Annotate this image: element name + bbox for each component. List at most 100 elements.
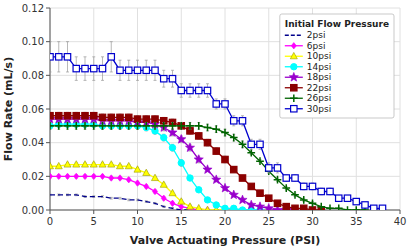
- point-marker: [117, 175, 122, 181]
- point-marker: [169, 122, 177, 130]
- point-marker: [231, 118, 237, 124]
- point-marker: [99, 122, 107, 130]
- point-marker: [160, 122, 168, 130]
- point-marker: [50, 122, 54, 130]
- point-marker: [239, 118, 245, 124]
- point-marker: [134, 67, 140, 73]
- point-marker: [187, 87, 193, 93]
- point-marker: [178, 123, 184, 129]
- point-marker: [212, 175, 221, 184]
- tick-mark: [46, 109, 50, 110]
- point-marker: [353, 198, 359, 204]
- tick-label: 5: [91, 216, 97, 227]
- point-marker: [91, 173, 96, 179]
- tick-mark: [137, 210, 138, 214]
- point-marker: [143, 169, 150, 175]
- tick-mark: [93, 210, 94, 214]
- legend-swatch: [285, 106, 303, 112]
- point-marker: [248, 183, 254, 189]
- point-marker: [186, 203, 193, 209]
- point-marker: [195, 204, 202, 210]
- tick-label: 0.02: [22, 171, 44, 182]
- point-marker: [231, 205, 237, 210]
- series-line: [50, 119, 295, 210]
- tick-label: 0.04: [22, 137, 44, 148]
- point-marker: [108, 161, 115, 167]
- tick-mark: [268, 210, 269, 214]
- point-marker: [82, 173, 87, 179]
- plot-background: [50, 8, 400, 210]
- point-marker: [290, 205, 299, 210]
- point-marker: [74, 173, 79, 179]
- tick-mark: [400, 210, 401, 214]
- legend-swatch-marker: [291, 106, 297, 112]
- point-marker: [204, 87, 210, 93]
- point-marker: [300, 196, 308, 204]
- point-marker: [161, 76, 167, 82]
- tick-label: 25: [262, 216, 275, 227]
- grid-line: [225, 8, 226, 210]
- chart: 0.000.020.040.060.080.100.12051015202530…: [0, 0, 409, 250]
- point-marker: [274, 165, 280, 171]
- point-marker: [213, 202, 219, 208]
- point-marker: [212, 125, 220, 133]
- series-line: [50, 176, 208, 210]
- point-marker: [282, 184, 290, 192]
- point-marker: [292, 175, 298, 181]
- point-marker: [309, 207, 315, 210]
- point-marker: [134, 122, 142, 130]
- series: [50, 161, 229, 210]
- y-axis-label: Flow Rate (mL/s): [2, 57, 15, 161]
- tick-label: 20: [219, 216, 232, 227]
- point-marker: [247, 149, 255, 157]
- point-marker: [230, 134, 238, 142]
- point-marker: [344, 195, 350, 201]
- tick-mark: [46, 8, 50, 9]
- point-marker: [91, 113, 97, 119]
- point-marker: [116, 162, 123, 168]
- error-bar: [119, 197, 122, 199]
- point-marker: [222, 101, 228, 107]
- tick-mark: [50, 210, 51, 214]
- point-marker: [91, 65, 97, 71]
- point-marker: [82, 113, 88, 119]
- point-marker: [126, 67, 132, 73]
- series: [50, 122, 369, 210]
- point-marker: [177, 135, 186, 144]
- legend-swatch-marker: [289, 72, 298, 81]
- point-marker: [266, 195, 272, 201]
- point-marker: [266, 165, 272, 171]
- point-marker: [194, 155, 203, 164]
- tick-label: 0.10: [22, 36, 44, 47]
- series-line: [50, 126, 365, 210]
- point-marker: [177, 122, 185, 130]
- grid-line: [268, 8, 269, 210]
- series: [50, 114, 300, 210]
- point-marker: [362, 202, 368, 208]
- point-marker: [109, 175, 114, 181]
- tick-mark: [46, 176, 50, 177]
- point-marker: [222, 205, 228, 210]
- point-marker: [50, 113, 53, 119]
- point-marker: [248, 141, 254, 147]
- point-marker: [301, 183, 307, 189]
- legend-label: 18psi: [307, 72, 331, 82]
- series-line: [50, 195, 190, 210]
- tick-label: 0.08: [22, 70, 44, 81]
- point-marker: [309, 183, 315, 189]
- point-marker: [231, 166, 237, 172]
- point-marker: [186, 122, 194, 130]
- point-marker: [81, 122, 89, 130]
- legend-label: 10psi: [307, 51, 331, 61]
- point-marker: [292, 205, 298, 210]
- point-marker: [257, 190, 263, 196]
- point-marker: [151, 122, 159, 130]
- point-marker: [144, 183, 149, 189]
- legend-swatch-marker: [291, 85, 297, 91]
- point-marker: [152, 188, 157, 194]
- legend-swatch: [285, 85, 303, 91]
- legend-swatch-line: [285, 35, 303, 36]
- point-marker: [50, 54, 53, 60]
- point-marker: [187, 175, 193, 181]
- point-marker: [283, 203, 289, 209]
